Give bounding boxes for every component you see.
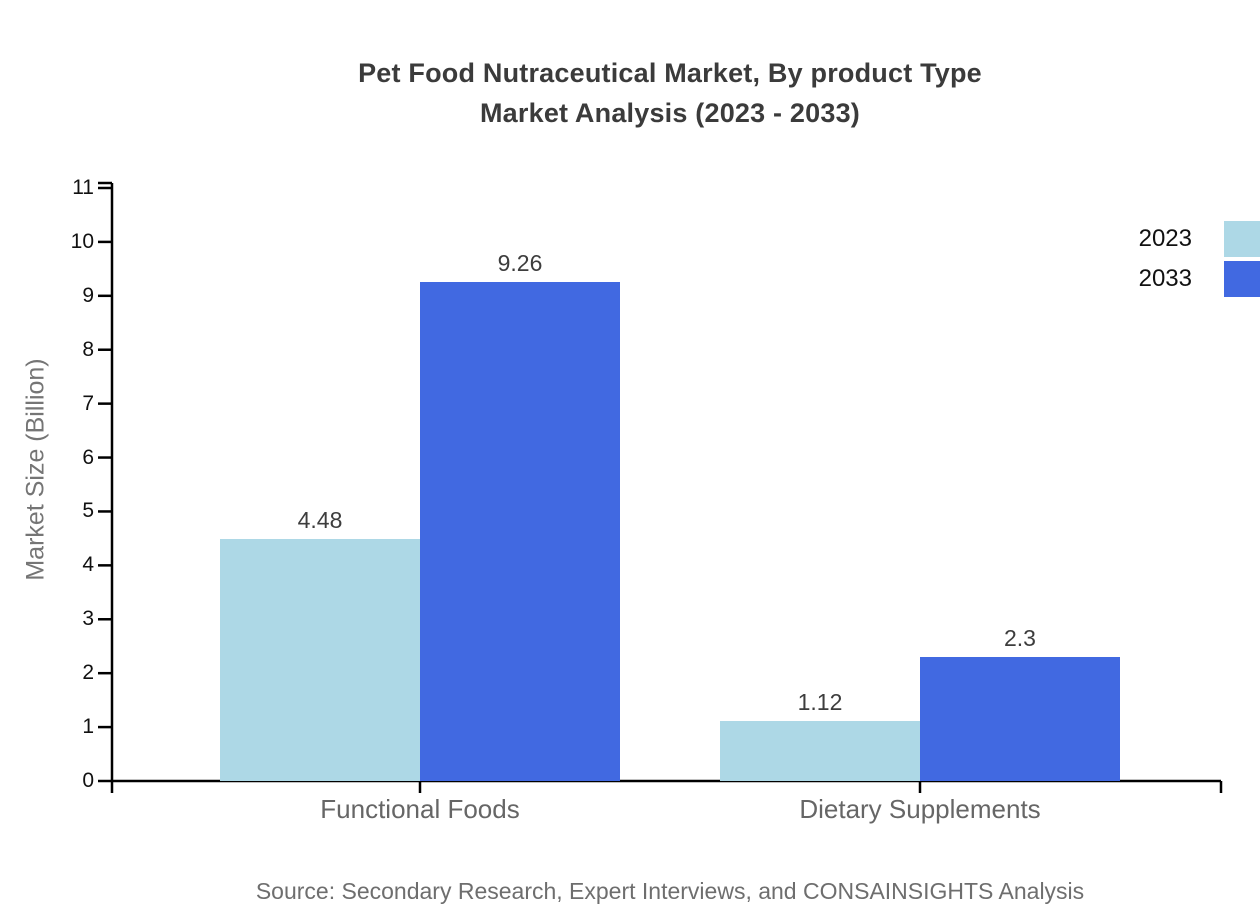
y-tick-label-11: 11 <box>72 176 94 199</box>
category-label-1: Dietary Supplements <box>799 794 1041 824</box>
chart-title-line1: Pet Food Nutraceutical Market, By produc… <box>358 58 982 88</box>
y-tick-label-3: 3 <box>82 607 94 631</box>
y-tick-label-6: 6 <box>82 445 94 469</box>
legend-label-2033: 2033 <box>1138 265 1192 292</box>
category-label-0: Functional Foods <box>320 794 520 824</box>
value-label-2023-1: 1.12 <box>797 688 843 715</box>
y-tick-label-8: 8 <box>82 337 94 361</box>
y-tick-label-2: 2 <box>82 661 94 685</box>
value-label-2033-1: 2.3 <box>1004 625 1036 651</box>
value-label-2033-0: 9.26 <box>497 249 543 276</box>
bar-2023-1 <box>720 720 920 781</box>
y-tick-label-0: 0 <box>82 769 94 792</box>
y-tick-label-10: 10 <box>70 229 94 253</box>
bar-2033-0 <box>420 281 620 781</box>
legend-swatch-2033 <box>1224 261 1260 297</box>
y-tick-label-9: 9 <box>82 283 94 307</box>
bar-2023-0 <box>220 539 420 781</box>
legend-entry-2023: 2023 <box>1139 221 1260 257</box>
chart-title: Pet Food Nutraceutical Market, By produc… <box>80 53 1260 133</box>
legend-swatch-2023 <box>1224 221 1260 257</box>
y-tick-label-4: 4 <box>82 553 94 577</box>
y-tick-label-5: 5 <box>82 499 94 523</box>
chart-title-line2: Market Analysis (2023 - 2033) <box>479 98 860 128</box>
source-note: Source: Secondary Research, Expert Inter… <box>255 878 1085 904</box>
legend-label-2023: 2023 <box>1138 225 1192 252</box>
value-label-2023-0: 4.48 <box>297 507 343 534</box>
y-tick-label-7: 7 <box>82 391 94 415</box>
legend-entry-2033: 2033 <box>1139 261 1260 297</box>
bar-2033-1 <box>920 657 1120 781</box>
y-tick-label-1: 1 <box>82 715 94 739</box>
